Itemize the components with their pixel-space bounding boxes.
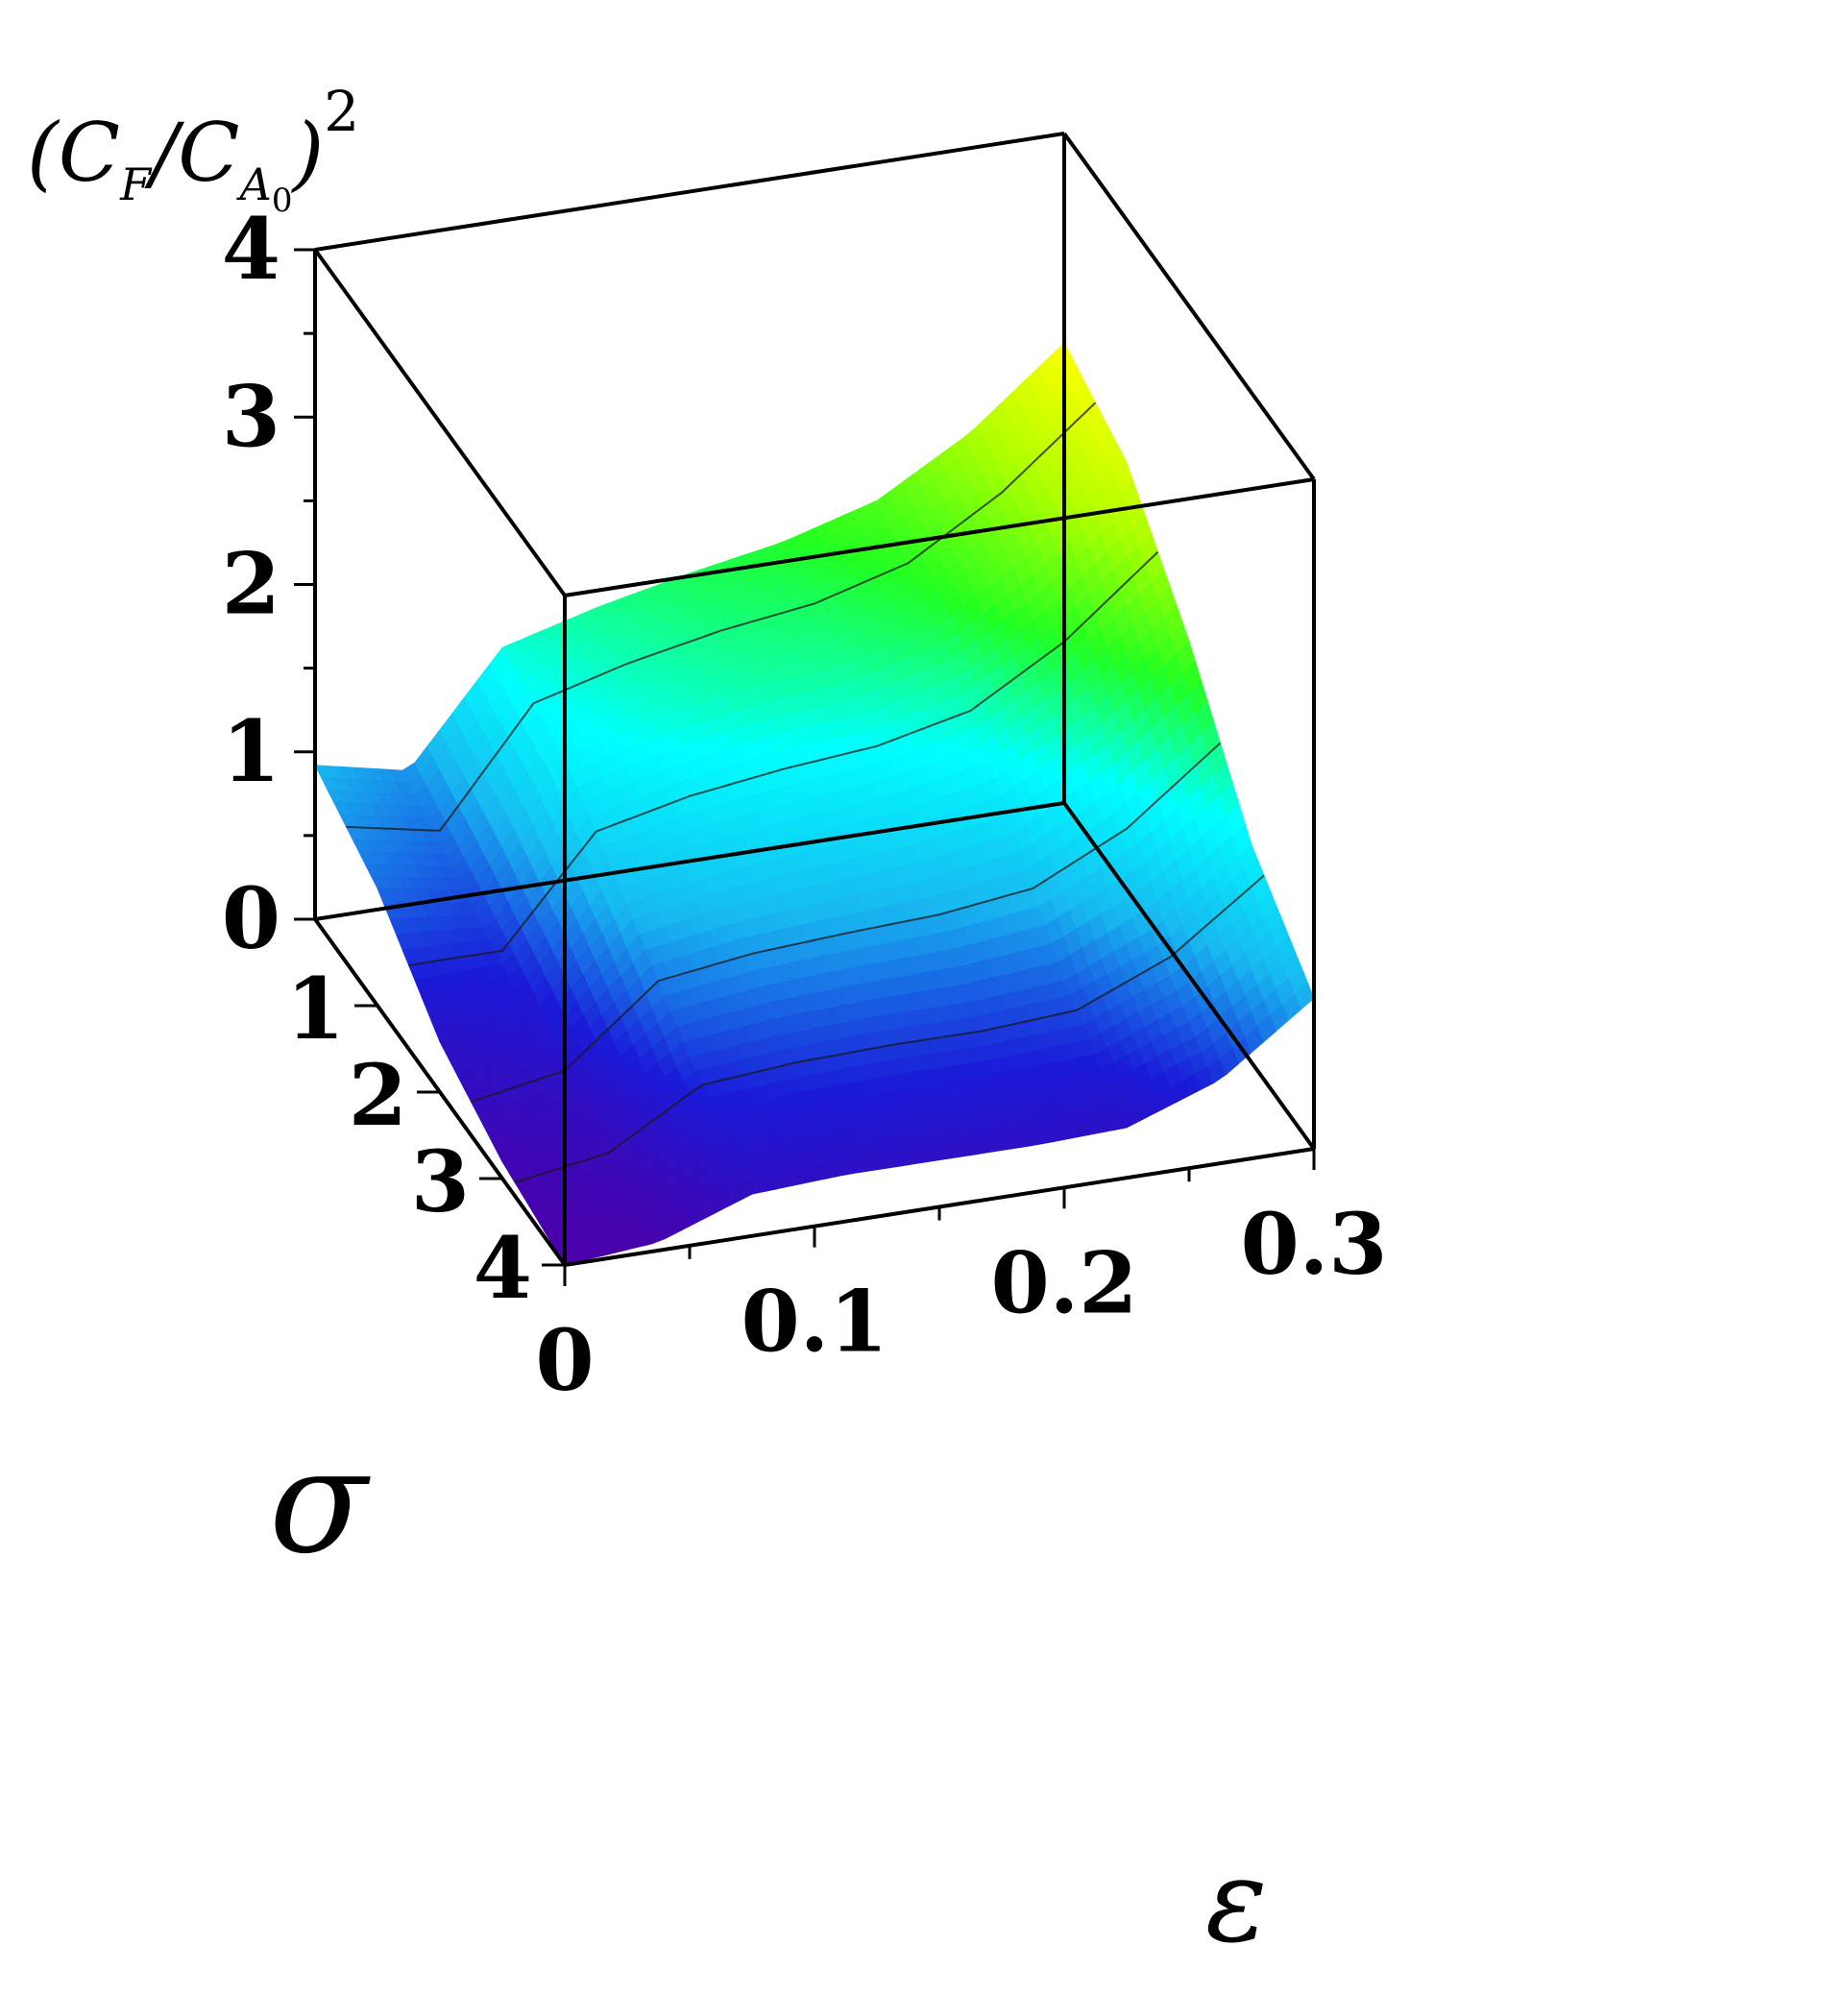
z-tick-label: 3 (222, 366, 280, 466)
eps-tick-label: 0.3 (1240, 1194, 1387, 1294)
eps-tick-label: 0.1 (741, 1272, 888, 1372)
z-axis-title: (CF/CA0)2 (27, 79, 359, 220)
eps-tick-label: 0 (535, 1310, 594, 1410)
box-edge (314, 132, 1065, 252)
box-edge (314, 801, 1065, 921)
z-tick-label: 2 (222, 534, 280, 634)
y-axis-title: σ (269, 1419, 371, 1586)
axis-ticks (294, 248, 1316, 1286)
z-tick-label: 4 (222, 199, 280, 299)
contour-line (346, 401, 1097, 832)
sigma-tick-label: 1 (286, 959, 345, 1058)
box-edge (564, 477, 1315, 597)
z-tick-label: 1 (222, 701, 280, 801)
box-edge (1062, 801, 1316, 1151)
eps-tick-label: 0.2 (990, 1232, 1137, 1332)
x-axis-title: ε (1205, 1835, 1267, 1968)
contour-line (514, 874, 1265, 1184)
box-edge (313, 248, 567, 597)
z-tick-label: 0 (222, 868, 280, 968)
sigma-tick-label: 4 (474, 1218, 532, 1318)
contour-line (408, 550, 1159, 966)
sigma-tick-label: 3 (411, 1131, 470, 1231)
box-edge (1062, 132, 1316, 481)
surface-plot (314, 342, 1315, 1266)
sigma-tick-label: 2 (349, 1045, 407, 1145)
